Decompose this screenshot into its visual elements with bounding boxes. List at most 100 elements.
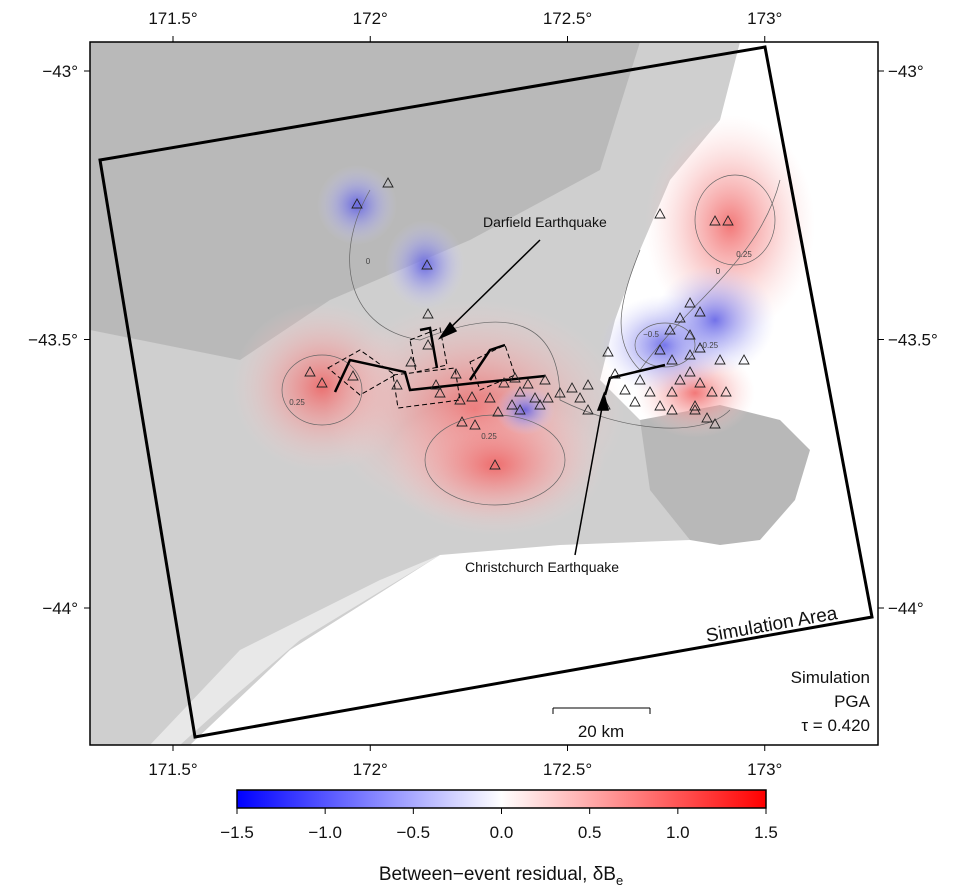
x-tick-label: 172° — [353, 9, 388, 28]
station — [454, 394, 466, 405]
x-tick-label: 173° — [747, 760, 782, 779]
simulation-area — [98, 45, 874, 739]
station — [506, 399, 518, 410]
station — [706, 386, 718, 397]
station — [405, 356, 417, 367]
colorbar-label-text: Between−event residual, δB — [379, 864, 616, 885]
contour-label: −0.25 — [698, 341, 719, 350]
x-tick-label: 171.5° — [148, 9, 197, 28]
colorbar — [236, 789, 767, 809]
station — [498, 377, 510, 388]
info-line: Simulation — [791, 668, 870, 687]
station — [304, 366, 316, 377]
contours — [281, 174, 781, 506]
station — [689, 400, 701, 411]
station — [694, 377, 706, 388]
station — [666, 404, 678, 415]
station — [684, 366, 696, 377]
station — [714, 354, 726, 365]
station — [709, 418, 721, 429]
station — [492, 406, 504, 417]
station — [574, 392, 586, 403]
x-tick-label: 171.5° — [148, 760, 197, 779]
station — [469, 419, 481, 430]
map-frame — [89, 41, 879, 746]
station — [450, 368, 462, 379]
stations — [304, 177, 750, 470]
contour-label: 0 — [716, 267, 721, 276]
station — [522, 378, 534, 389]
station — [654, 344, 666, 355]
station — [709, 215, 721, 226]
station — [684, 297, 696, 308]
residual-field — [232, 115, 815, 535]
station — [554, 387, 566, 398]
colorbar-tick-label: −0.5 — [397, 823, 431, 842]
station — [347, 370, 359, 381]
y-tick-label: −43.5° — [888, 331, 938, 350]
station — [529, 392, 541, 403]
station — [738, 354, 750, 365]
station — [382, 177, 394, 188]
station — [666, 386, 678, 397]
station — [542, 392, 554, 403]
station — [539, 374, 551, 385]
colorbar-tick-label: −1.5 — [220, 823, 254, 842]
fault-planes — [327, 327, 516, 409]
station — [509, 372, 521, 383]
colorbar-tick-label: 1.5 — [754, 823, 778, 842]
info-line: PGA — [834, 692, 871, 711]
station — [689, 404, 701, 415]
station — [422, 308, 434, 319]
station — [566, 382, 578, 393]
station — [666, 354, 678, 365]
station — [351, 198, 363, 209]
station — [456, 416, 468, 427]
station — [664, 324, 676, 335]
station — [514, 386, 526, 397]
station — [654, 208, 666, 219]
station — [430, 379, 442, 390]
station — [534, 399, 546, 410]
map-area: Darfield Earthquake Christchurch Earthqu… — [90, 42, 878, 745]
station — [391, 379, 403, 390]
scale-bar-label: 20 km — [578, 722, 624, 741]
colorbar-tick-label: 1.0 — [666, 823, 690, 842]
station — [466, 391, 478, 402]
colorbar-tick-label: 0.0 — [490, 823, 514, 842]
y-tick-label: −43° — [42, 62, 78, 81]
station — [654, 400, 666, 411]
station — [489, 459, 501, 470]
station — [674, 374, 686, 385]
contour-label: 0.25 — [289, 398, 305, 407]
station — [644, 386, 656, 397]
station — [684, 349, 696, 360]
station — [582, 379, 594, 390]
station — [484, 392, 496, 403]
station — [634, 374, 646, 385]
contour-label: 0 — [366, 257, 371, 266]
christchurch-label: Christchurch Earthquake — [465, 559, 619, 575]
station — [722, 215, 734, 226]
colorbar-label-subscript: e — [616, 873, 623, 888]
darfield-label: Darfield Earthquake — [483, 214, 607, 230]
x-tick-label: 172° — [353, 760, 388, 779]
contour-label: 0.25 — [736, 250, 752, 259]
x-tick-label: 172.5° — [543, 760, 592, 779]
station — [694, 306, 706, 317]
station — [582, 404, 594, 415]
y-tick-label: −43° — [888, 62, 924, 81]
x-tick-label: 172.5° — [543, 9, 592, 28]
station — [422, 339, 434, 350]
banks-peninsula — [640, 405, 810, 545]
colorbar-label: Between−event residual, δBe — [379, 864, 623, 888]
lake — [150, 555, 440, 745]
station — [674, 312, 686, 323]
contour-label: 0.25 — [481, 432, 497, 441]
station — [720, 386, 732, 397]
station — [694, 342, 706, 353]
y-tick-label: −43.5° — [28, 331, 78, 350]
info-line: τ = 0.420 — [801, 716, 870, 735]
station — [629, 396, 641, 407]
station — [609, 368, 621, 379]
